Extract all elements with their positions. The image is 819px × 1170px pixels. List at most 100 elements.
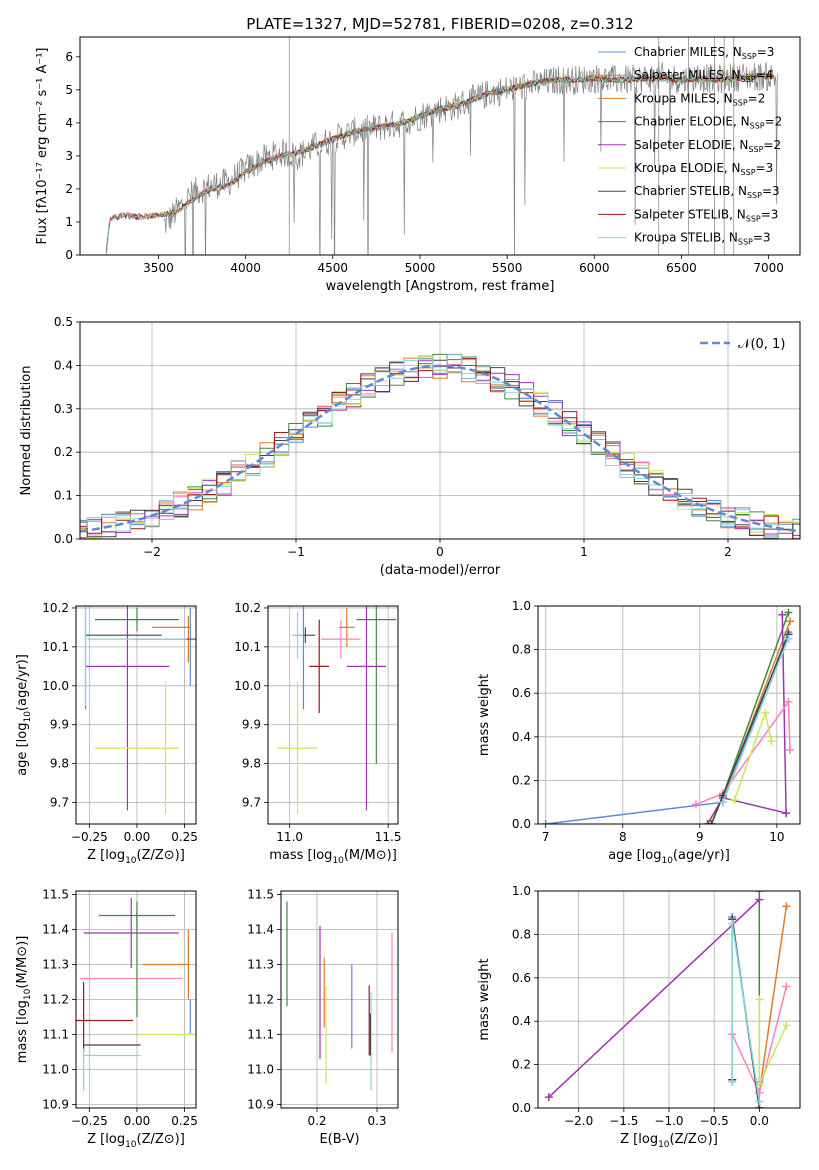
y-tick-label: 11.1 <box>42 1028 69 1042</box>
x-tick-label: 0.3 <box>367 1114 386 1128</box>
y-tick-label: 0.8 <box>512 643 531 657</box>
weight-marker <box>544 1093 553 1102</box>
y-tick-label: 1.0 <box>512 884 531 898</box>
x-tick-label: 6500 <box>666 261 697 275</box>
age-vs-mass-chart: 11.0 11.5 9.7 9.8 9.9 10.0 10.1 10.2 mass [log10… <box>234 601 402 866</box>
y-tick-label: 0.2 <box>512 1058 531 1072</box>
errorbar-plot-area <box>84 606 196 815</box>
x-tick-label: 0 <box>436 545 444 559</box>
weight-marker <box>782 982 791 991</box>
x-tick-label: −2 <box>143 545 161 559</box>
weight-marker <box>784 697 793 706</box>
weight-marker <box>755 895 764 904</box>
weight-marker <box>784 608 793 617</box>
histogram-plot-area <box>80 353 800 539</box>
weight-marker <box>785 745 794 754</box>
x-axis-label: (data-model)/error <box>380 563 501 578</box>
weight-marker <box>728 919 737 928</box>
y-tick-label: 0.2 <box>54 445 73 459</box>
y-tick-label: 0.8 <box>512 927 531 941</box>
y-tick-label: 11.0 <box>42 1063 69 1077</box>
x-axis-label: mass [log10(M/M⊙)] <box>269 848 397 866</box>
weight-marker <box>782 1021 791 1030</box>
weight-line-4 <box>548 899 760 1098</box>
figure-title: PLATE=1327, MJD=52781, FIBERID=0208, z=0… <box>246 15 633 33</box>
y-tick-label: 10.2 <box>42 601 69 615</box>
y-tick-label: 10.9 <box>42 1098 69 1112</box>
x-tick-label: −0.25 <box>71 1114 108 1128</box>
weight-line-4 <box>706 614 787 824</box>
legend-label-4: Chabrier ELODIE, NSSP=2 <box>634 115 782 131</box>
y-tick-label: 0.4 <box>54 358 73 372</box>
x-tick-label: 7000 <box>753 261 784 275</box>
x-tick-label: 5500 <box>492 261 523 275</box>
y-tick-label: 9.8 <box>242 757 261 771</box>
weight-marker <box>785 617 794 626</box>
axes-frame <box>79 36 801 256</box>
histogram-step-7 <box>80 358 800 539</box>
weight-marker <box>730 796 739 805</box>
weight-marker <box>782 809 791 818</box>
y-tick-label: 0.6 <box>512 686 531 700</box>
weight-marker <box>778 610 787 619</box>
weight-line-2 <box>758 906 788 1093</box>
y-tick-label: 0.0 <box>512 817 531 831</box>
x-axis-label: E(B-V) <box>319 1132 359 1147</box>
y-tick-label: 11.1 <box>247 1028 274 1042</box>
y-axis-label: mass weight <box>477 674 492 756</box>
x-axis-label: Z [log10(Z/Z⊙)] <box>620 1132 718 1150</box>
y-tick-label: 1.0 <box>512 599 531 613</box>
weight-marker <box>728 1077 737 1086</box>
y-tick-label: 11.4 <box>247 923 274 937</box>
y-axis-label: mass [log10(M/M⊙)] <box>15 936 33 1064</box>
x-tick-label: 4500 <box>318 261 349 275</box>
x-axis-label: Z [log10(Z/Z⊙)] <box>87 1132 185 1150</box>
y-axis-label: Flux [fλ10⁻¹⁷ erg cm⁻² s⁻¹ A⁻¹] <box>35 48 50 245</box>
x-tick-label: 0.00 <box>124 1114 151 1128</box>
y-tick-label: 10.1 <box>234 640 261 654</box>
y-axis-label: age [log10(age/yr)] <box>15 654 33 776</box>
y-tick-label: 11.2 <box>42 993 69 1007</box>
x-tick-label: 8 <box>619 830 627 844</box>
axes-frame <box>537 890 801 1109</box>
y-tick-label: 5 <box>65 83 73 97</box>
x-tick-label: 9 <box>696 830 704 844</box>
axes-frame <box>537 605 801 825</box>
y-tick-label: 0.4 <box>512 730 531 744</box>
x-tick-label: 11.0 <box>276 830 303 844</box>
y-tick-label: 0.6 <box>512 971 531 985</box>
y-tick-label: 9.9 <box>242 718 261 732</box>
y-tick-label: 9.8 <box>50 757 69 771</box>
y-tick-label: 0 <box>65 248 73 262</box>
axes-frame <box>79 321 801 540</box>
y-tick-label: 0.4 <box>512 1014 531 1028</box>
y-tick-label: 10.2 <box>234 601 261 615</box>
y-tick-label: 0.0 <box>512 1101 531 1115</box>
errorbar-plot-area <box>76 898 195 1091</box>
x-tick-label: 0.00 <box>124 830 151 844</box>
x-tick-label: −1 <box>287 545 305 559</box>
legend-label-5: Salpeter ELODIE, NSSP=2 <box>634 138 781 154</box>
mass-weight-vs-metallicity-chart: −2.0 −1.5 −1.0 −0.5 0.0 0.0 0.2 0.4 0.6 0.8 1.0 Z [… <box>477 884 801 1150</box>
x-tick-label: 1 <box>580 545 588 559</box>
x-tick-label: 4000 <box>230 261 261 275</box>
y-tick-label: 10.9 <box>247 1098 274 1112</box>
y-tick-label: 0.5 <box>54 315 73 329</box>
y-tick-label: 10.0 <box>234 679 261 693</box>
y-tick-label: 6 <box>65 50 73 64</box>
y-tick-label: 11.5 <box>247 888 274 902</box>
legend-label-2: Salpeter MILES, NSSP=4 <box>634 68 773 84</box>
spectrum-chart: 3500 4000 4500 5000 5500 6000 6500 7000 0 1 2 3 4 5 6 w… <box>35 36 801 294</box>
weight-marker <box>767 737 776 746</box>
x-tick-label: 0.25 <box>171 1114 198 1128</box>
histogram-step-9 <box>80 354 800 539</box>
x-tick-label: −1.0 <box>654 1114 683 1128</box>
y-tick-label: 9.9 <box>50 718 69 732</box>
y-tick-label: 10.1 <box>42 640 69 654</box>
x-tick-label: 11.5 <box>375 830 402 844</box>
y-tick-label: 1 <box>65 215 73 229</box>
normal-distribution-curve <box>80 364 800 533</box>
y-tick-label: 11.5 <box>42 888 69 902</box>
axes-frame <box>280 890 399 1109</box>
